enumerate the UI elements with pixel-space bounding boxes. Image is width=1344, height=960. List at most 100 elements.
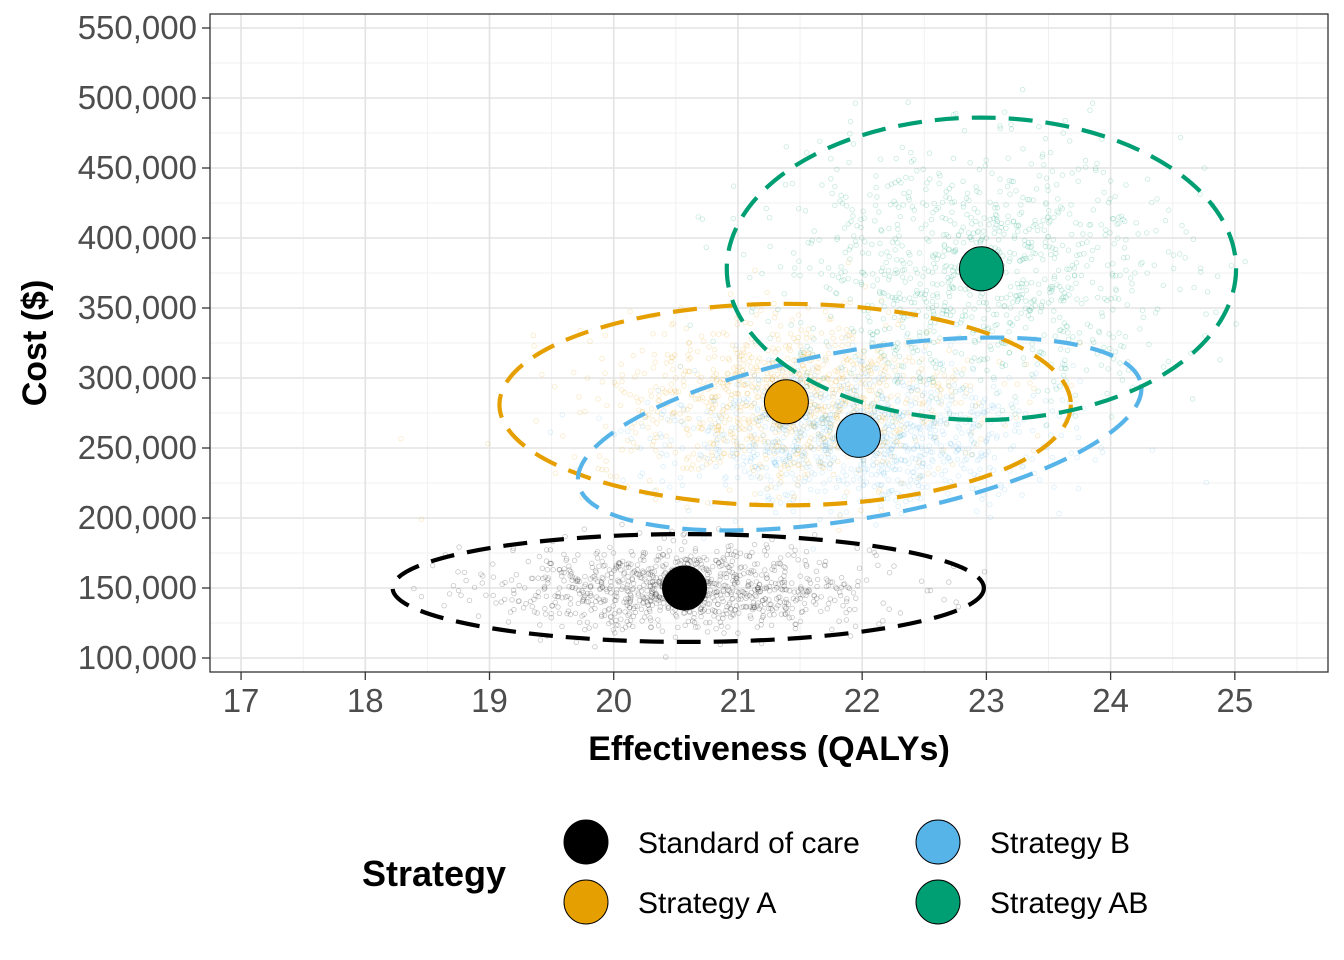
- psa-point: [763, 542, 769, 548]
- psa-point: [820, 407, 827, 413]
- psa-point: [981, 569, 988, 575]
- psa-point: [697, 396, 704, 402]
- psa-point: [802, 472, 808, 478]
- psa-point: [662, 442, 668, 448]
- psa-point: [781, 460, 787, 467]
- psa-point: [669, 322, 675, 328]
- psa-point: [658, 434, 665, 440]
- psa-point: [903, 333, 910, 339]
- psa-point: [878, 448, 884, 454]
- psa-point: [527, 598, 534, 605]
- psa-point: [1143, 230, 1150, 236]
- psa-point: [745, 569, 752, 576]
- psa-point: [843, 509, 849, 515]
- psa-point: [856, 357, 862, 364]
- psa-point: [890, 423, 896, 429]
- psa-point: [753, 418, 760, 424]
- psa-point: [766, 449, 772, 456]
- psa-point: [877, 414, 883, 420]
- psa-point: [716, 609, 722, 615]
- psa-point: [691, 557, 697, 563]
- psa-point: [819, 417, 826, 423]
- psa-point: [763, 584, 769, 590]
- psa-point: [786, 453, 793, 459]
- psa-point: [736, 610, 742, 616]
- psa-point: [815, 364, 821, 370]
- psa-point: [698, 453, 705, 459]
- psa-point: [812, 401, 818, 408]
- psa-point: [889, 487, 895, 494]
- psa-point: [599, 579, 605, 586]
- psa-point: [829, 329, 835, 336]
- psa-point: [622, 596, 629, 602]
- psa-point: [656, 545, 663, 551]
- psa-point: [755, 600, 761, 606]
- psa-point: [1177, 134, 1184, 141]
- psa-point: [1149, 447, 1156, 453]
- psa-point: [769, 607, 776, 613]
- psa-point: [927, 319, 934, 325]
- psa-point: [663, 654, 669, 660]
- psa-point: [834, 416, 841, 422]
- psa-point: [576, 587, 582, 593]
- psa-point: [967, 383, 974, 389]
- psa-point: [681, 406, 687, 412]
- psa-point: [1014, 381, 1021, 387]
- psa-point: [789, 374, 795, 380]
- psa-point: [818, 390, 825, 397]
- psa-point: [939, 428, 945, 434]
- psa-point: [781, 578, 787, 584]
- psa-point: [777, 594, 783, 600]
- psa-point: [806, 409, 813, 415]
- psa-point: [968, 409, 974, 415]
- psa-point: [586, 625, 592, 631]
- psa-point: [658, 415, 664, 421]
- psa-point: [685, 454, 691, 460]
- psa-point: [757, 414, 763, 420]
- psa-point: [1011, 251, 1018, 257]
- psa-point: [853, 392, 859, 398]
- psa-point: [878, 393, 885, 399]
- psa-point: [884, 397, 890, 403]
- psa-point: [942, 452, 949, 459]
- psa-point: [563, 594, 569, 600]
- psa-point: [850, 366, 857, 372]
- psa-point: [1133, 220, 1139, 226]
- psa-point: [911, 474, 917, 480]
- psa-point: [795, 589, 801, 595]
- psa-point: [768, 579, 775, 586]
- psa-point: [1002, 422, 1008, 428]
- psa-point: [897, 317, 903, 324]
- psa-point: [938, 401, 944, 407]
- psa-point: [629, 586, 635, 593]
- psa-point: [1095, 197, 1101, 203]
- psa-point: [918, 578, 925, 584]
- psa-point: [826, 371, 832, 377]
- psa-point: [914, 347, 921, 354]
- psa-point: [662, 569, 669, 576]
- psa-point: [820, 396, 826, 403]
- psa-point: [703, 565, 709, 572]
- psa-point: [911, 433, 918, 440]
- psa-point: [722, 438, 728, 444]
- psa-point: [814, 583, 820, 590]
- psa-point: [647, 583, 654, 589]
- psa-point: [714, 440, 720, 446]
- psa-point: [794, 596, 800, 602]
- psa-point: [825, 423, 831, 429]
- psa-point: [915, 308, 921, 314]
- psa-point: [761, 411, 767, 417]
- psa-point: [881, 451, 887, 457]
- psa-point: [1121, 245, 1128, 251]
- psa-point: [710, 440, 716, 447]
- psa-point: [962, 393, 968, 399]
- psa-point: [829, 436, 835, 442]
- psa-point: [766, 597, 772, 603]
- psa-point: [748, 589, 755, 596]
- psa-point: [805, 419, 812, 425]
- psa-point: [714, 589, 720, 595]
- psa-point: [1170, 265, 1177, 272]
- psa-point: [801, 460, 807, 467]
- psa-point: [917, 424, 923, 431]
- psa-point: [869, 336, 876, 342]
